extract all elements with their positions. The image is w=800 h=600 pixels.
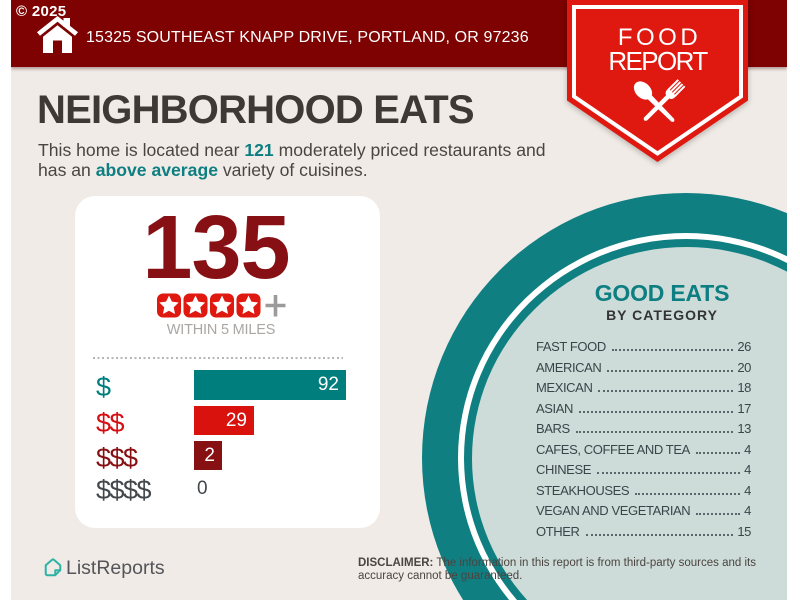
svg-text:FOOD: FOOD [618, 24, 701, 51]
svg-text:REPORT: REPORT [608, 46, 708, 76]
